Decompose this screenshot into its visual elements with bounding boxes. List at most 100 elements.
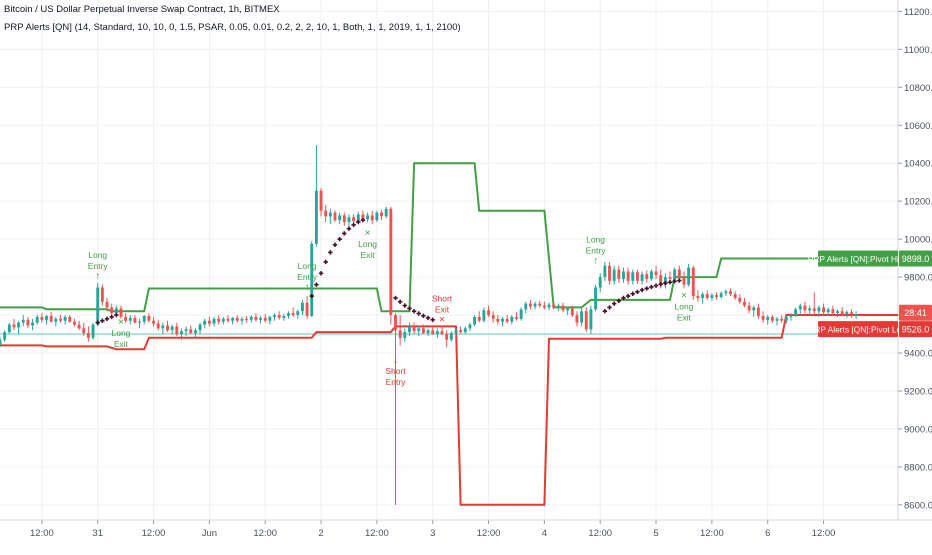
candle-bearish <box>696 296 700 298</box>
signal-label: Entry <box>386 377 407 387</box>
candle-bearish <box>812 308 816 312</box>
y-tick-label: 10800.0 <box>904 83 932 94</box>
y-tick-label: 11200.0 <box>904 7 932 18</box>
y-tick-label: 11000.0 <box>904 45 932 56</box>
candle-bullish <box>854 314 858 316</box>
candle-bullish <box>403 332 407 338</box>
candle-bearish <box>147 315 151 321</box>
candle-bullish <box>3 332 7 340</box>
candle-bearish <box>608 265 611 281</box>
y-tick-label: 10400.0 <box>904 159 932 170</box>
pivot-high-value-text: 9898.0 <box>902 254 930 264</box>
candle-bearish <box>528 303 532 307</box>
candle-bullish <box>724 291 728 294</box>
y-tick-label: 8600.0 <box>904 500 932 511</box>
candle-bearish <box>840 311 844 315</box>
x-tick-label: 3 <box>430 528 435 539</box>
candle-bullish <box>366 215 370 220</box>
pivot-high-value-box <box>899 250 932 267</box>
candle-bearish <box>166 325 169 331</box>
candle-bearish <box>86 333 90 338</box>
signal-marker: ↑ <box>593 256 598 267</box>
candle-bearish <box>352 217 356 222</box>
candle-bullish <box>21 319 25 323</box>
candle-bullish <box>473 316 477 325</box>
candle-bullish <box>314 190 318 244</box>
candle-bearish <box>152 320 155 324</box>
candle-bullish <box>375 212 379 221</box>
candle-bullish <box>128 317 132 321</box>
signal-label: Exit <box>435 304 450 314</box>
candle-bullish <box>300 302 304 312</box>
candle-bullish <box>612 269 616 281</box>
candle-bullish <box>752 307 756 311</box>
signal-label: Short <box>432 293 453 303</box>
candle-bullish <box>296 311 300 316</box>
candle-bullish <box>845 312 849 315</box>
candle-bearish <box>743 301 746 306</box>
candle-bearish <box>324 210 328 217</box>
x-tick-label: 12:00 <box>30 528 54 539</box>
x-tick-label: 12:00 <box>700 528 724 539</box>
candle-bearish <box>100 287 104 302</box>
candle-bearish <box>40 316 44 320</box>
x-tick-label: 12:00 <box>365 528 389 539</box>
candle-bullish <box>547 304 551 308</box>
candle-bearish <box>226 318 230 321</box>
candle-bullish <box>673 269 677 279</box>
candle-bullish <box>789 315 793 317</box>
candle-bearish <box>770 316 774 321</box>
candle-bullish <box>580 311 584 323</box>
candle-bearish <box>133 317 137 323</box>
candle-bearish <box>691 267 695 297</box>
candle-bullish <box>640 274 644 281</box>
signal-label: Entry <box>297 272 318 282</box>
candle-bullish <box>338 215 342 221</box>
candle-bearish <box>110 307 114 314</box>
pivot-low-value-box <box>899 321 932 338</box>
pivot-low-line <box>0 314 898 506</box>
candle-bullish <box>836 311 839 314</box>
candle-bullish <box>556 305 560 308</box>
candle-bearish <box>389 208 393 316</box>
candle-bearish <box>505 318 509 322</box>
candle-bullish <box>519 309 523 319</box>
candle-bullish <box>784 316 788 321</box>
signal-marker: × <box>439 314 445 325</box>
candle-bullish <box>631 272 635 281</box>
candle-bearish <box>626 271 630 281</box>
candle-bullish <box>96 287 100 325</box>
candle-bearish <box>668 277 672 279</box>
candle-bearish <box>342 215 346 223</box>
candle-bullish <box>594 287 598 310</box>
x-tick-label: 12:00 <box>477 528 501 539</box>
candle-bullish <box>808 308 812 311</box>
candle-bearish <box>333 212 337 221</box>
candle-bullish <box>170 326 174 331</box>
candle-bullish <box>417 328 421 332</box>
candle-bearish <box>831 309 835 314</box>
candle-bearish <box>487 310 490 316</box>
candle-bearish <box>584 311 588 330</box>
signal-label: Long <box>298 261 317 271</box>
candle-bullish <box>161 325 165 329</box>
candle-bullish <box>463 328 467 333</box>
candle-bearish <box>12 324 16 328</box>
candle-bearish <box>73 321 76 325</box>
candle-bullish <box>719 293 723 298</box>
candle-bullish <box>826 309 830 313</box>
candle-bearish <box>305 302 309 316</box>
candle-bearish <box>175 326 179 335</box>
candle-bearish <box>515 316 518 319</box>
candle-bearish <box>291 313 295 316</box>
candle-bullish <box>328 212 332 217</box>
candle-bearish <box>477 316 481 321</box>
candle-bullish <box>231 317 235 321</box>
candle-bullish <box>142 315 146 322</box>
candle-bearish <box>496 318 500 322</box>
candle-bullish <box>221 318 225 322</box>
candle-bullish <box>17 322 21 328</box>
candle-bearish <box>445 334 449 340</box>
